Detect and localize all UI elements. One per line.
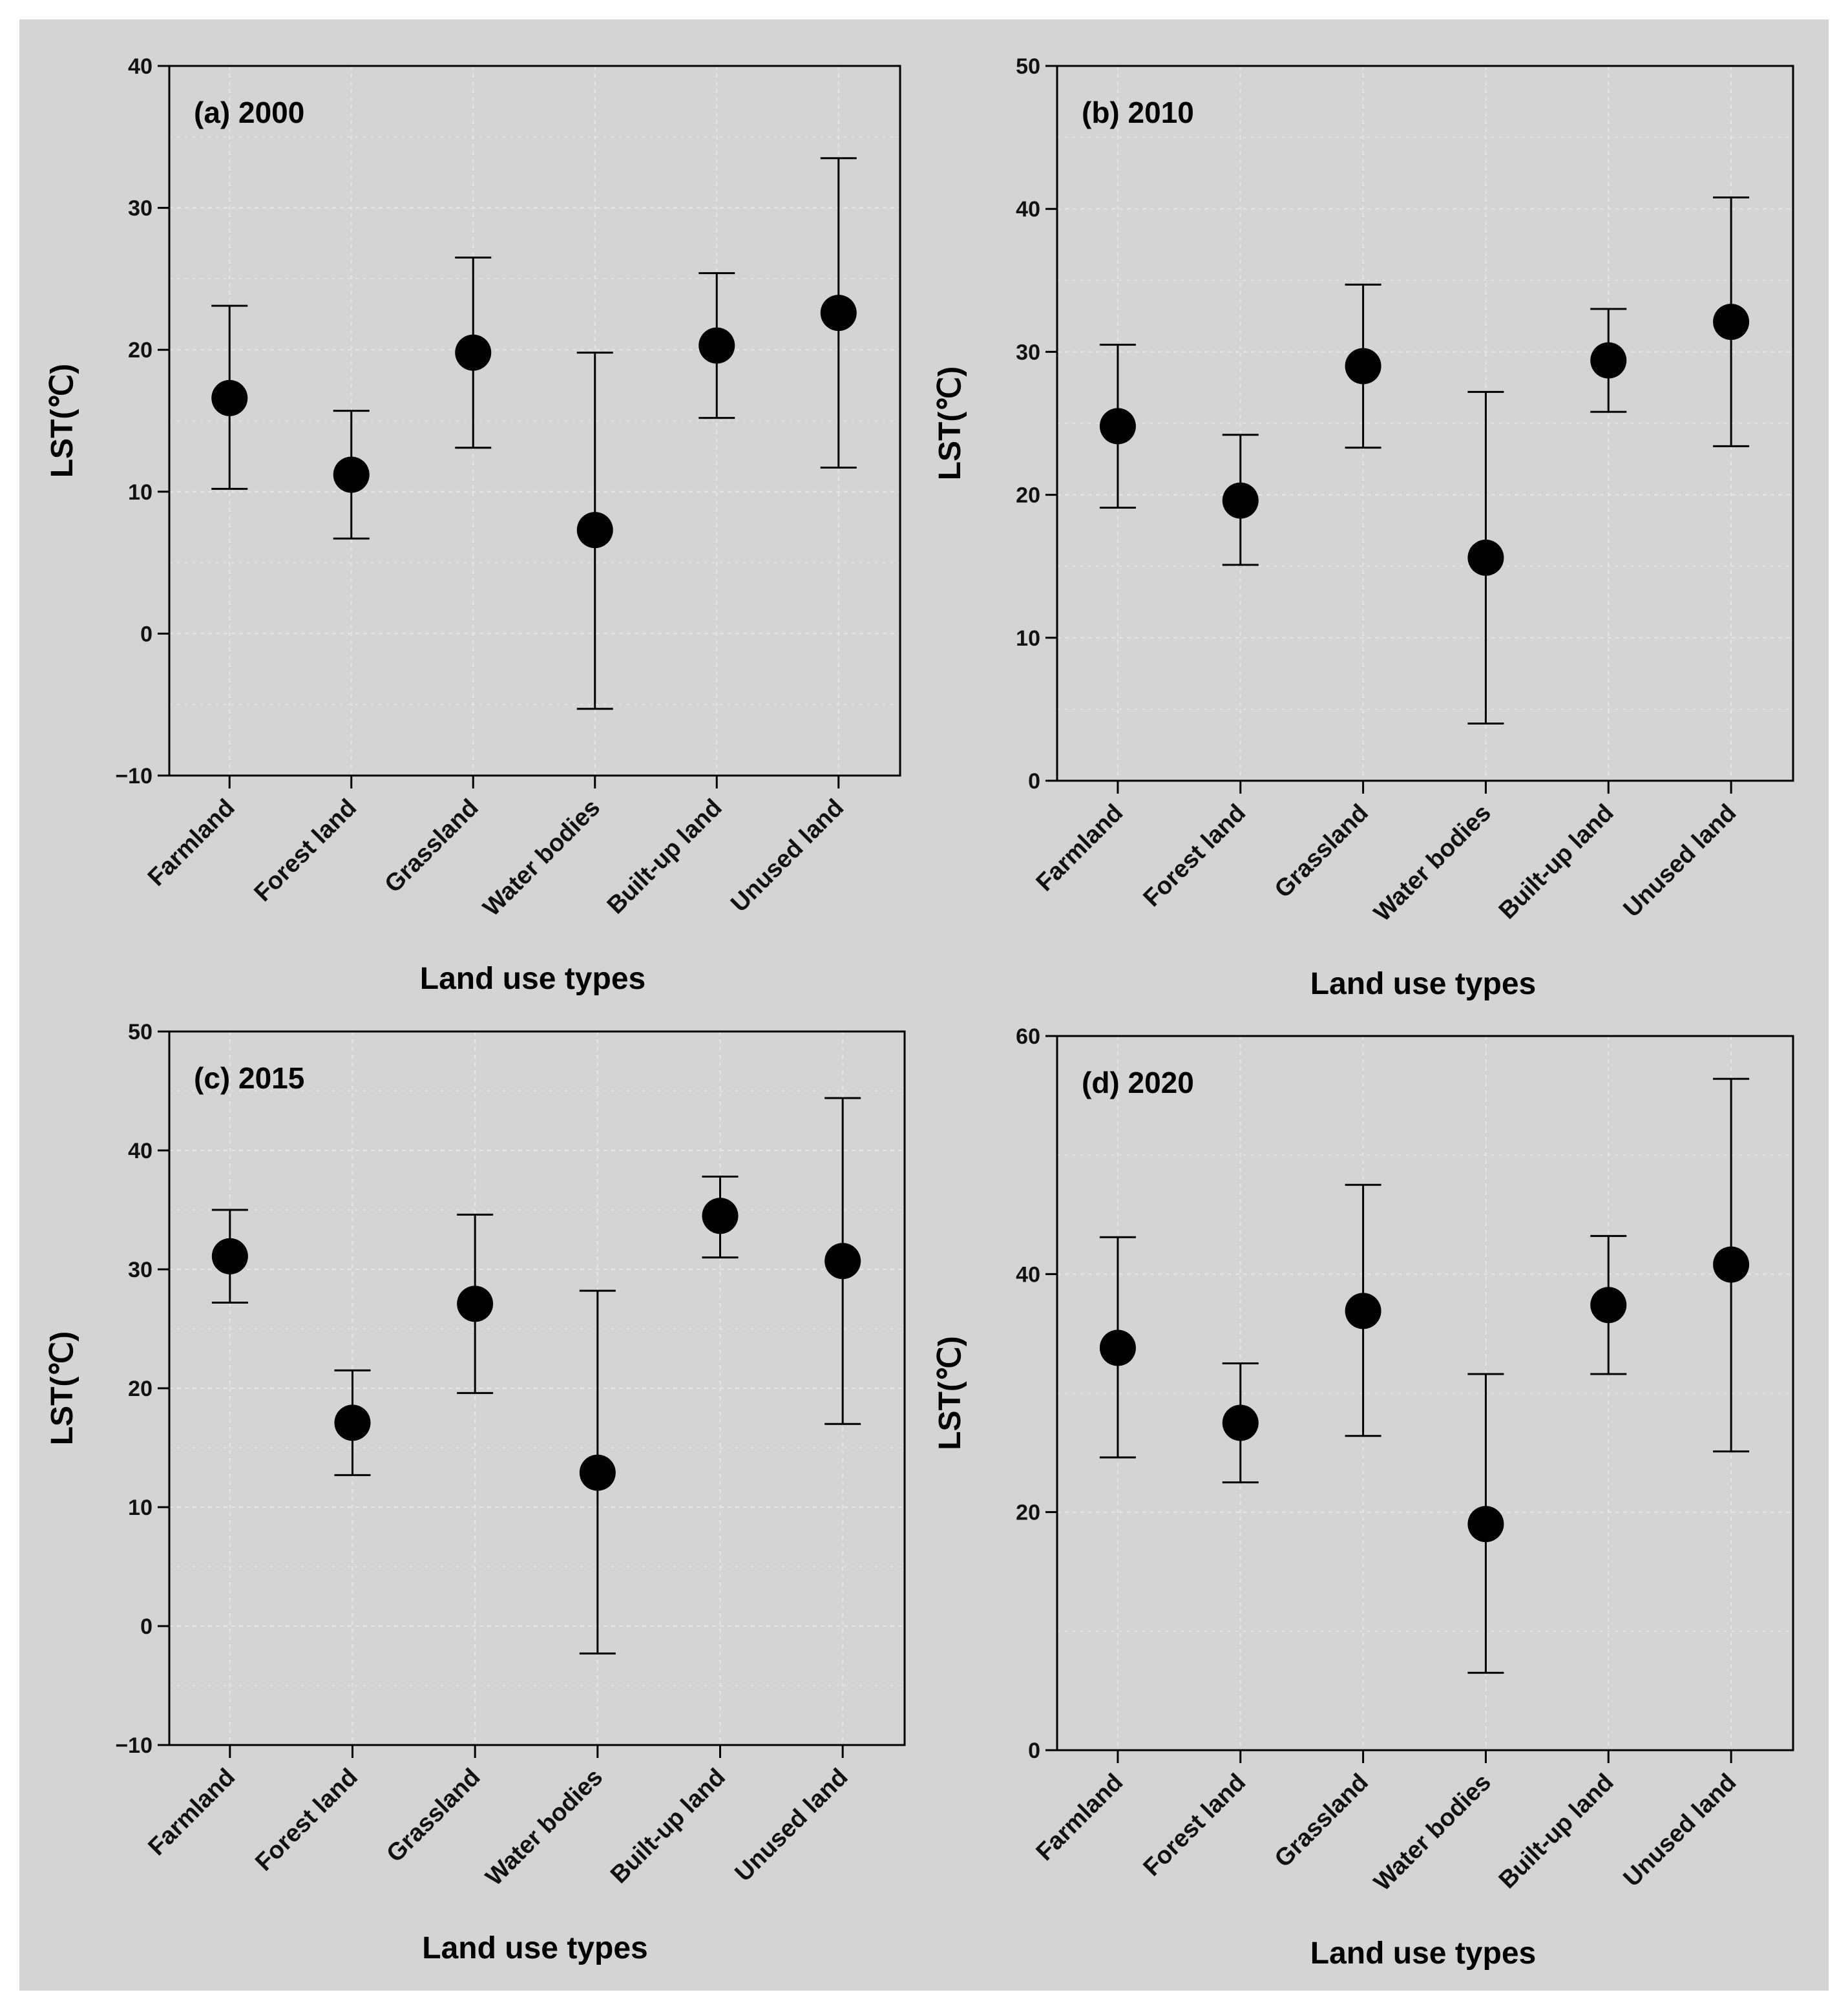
chart-b-point-2 bbox=[1345, 348, 1381, 385]
chart-b-ylabel: LST(℃) bbox=[933, 366, 967, 481]
chart-a-point-2 bbox=[455, 334, 492, 371]
chart-a-point-4 bbox=[698, 327, 735, 364]
chart-c-xlabel: Land use types bbox=[422, 1931, 647, 1965]
chart-b-ytick-label-0: 0 bbox=[1028, 769, 1040, 794]
chart-a-ytick-label-1: 0 bbox=[140, 622, 152, 646]
chart-c-ytick-label-3: 20 bbox=[128, 1377, 152, 1401]
chart-c-point-3 bbox=[579, 1454, 616, 1491]
chart-c-point-0 bbox=[211, 1238, 248, 1275]
chart-d-ylabel: LST(℃) bbox=[933, 1336, 967, 1450]
chart-d-title: (d) 2020 bbox=[1082, 1066, 1194, 1099]
chart-b-point-3 bbox=[1467, 539, 1504, 576]
chart-a-ytick-label-5: 40 bbox=[128, 54, 152, 79]
chart-c-ytick-label-5: 40 bbox=[128, 1139, 152, 1163]
chart-a-ytick-label-0: −10 bbox=[115, 764, 152, 788]
chart-b-ytick-label-2: 20 bbox=[1016, 483, 1040, 508]
chart-c-ytick-label-0: −10 bbox=[115, 1733, 152, 1758]
chart-d-point-0 bbox=[1099, 1329, 1136, 1366]
chart-c-point-4 bbox=[702, 1198, 739, 1234]
chart-a-ylabel: LST(℃) bbox=[45, 364, 79, 478]
chart-a-xlabel: Land use types bbox=[420, 962, 646, 996]
chart-d-xlabel: Land use types bbox=[1310, 1936, 1536, 1971]
chart-b-ytick-label-3: 30 bbox=[1016, 340, 1040, 365]
chart-b-ytick-label-1: 10 bbox=[1016, 626, 1040, 651]
chart-b-point-1 bbox=[1222, 482, 1259, 519]
chart-b-point-0 bbox=[1099, 408, 1136, 445]
chart-a-point-3 bbox=[576, 512, 613, 549]
chart-d-ytick-label-1: 20 bbox=[1016, 1501, 1040, 1525]
chart-c-title: (c) 2015 bbox=[194, 1061, 304, 1095]
chart-a-ytick-label-2: 10 bbox=[128, 480, 152, 505]
chart-b-xlabel: Land use types bbox=[1310, 967, 1536, 1001]
chart-b-ytick-label-5: 50 bbox=[1016, 54, 1040, 79]
chart-a-ytick-label-3: 20 bbox=[128, 338, 152, 363]
chart-b-title: (b) 2010 bbox=[1082, 96, 1194, 129]
chart-d-point-3 bbox=[1467, 1506, 1504, 1543]
chart-c-ytick-label-4: 30 bbox=[128, 1258, 152, 1282]
chart-d-point-4 bbox=[1590, 1287, 1627, 1324]
chart-b-point-4 bbox=[1590, 342, 1627, 379]
chart-b-frame bbox=[1056, 65, 1794, 782]
chart-a-frame bbox=[168, 65, 901, 777]
chart-d-ytick-label-2: 40 bbox=[1016, 1262, 1040, 1287]
chart-a-point-0 bbox=[211, 379, 248, 416]
chart-d-point-1 bbox=[1222, 1404, 1259, 1441]
chart-c-ytick-label-6: 50 bbox=[128, 1020, 152, 1044]
chart-a-point-5 bbox=[820, 295, 857, 332]
chart-c-point-5 bbox=[824, 1243, 861, 1280]
chart-d-frame bbox=[1056, 1035, 1794, 1751]
chart-d-point-2 bbox=[1345, 1293, 1381, 1329]
chart-d-point-5 bbox=[1713, 1246, 1750, 1283]
chart-b-point-5 bbox=[1713, 303, 1750, 340]
chart-a-ytick-label-4: 30 bbox=[128, 196, 152, 221]
chart-c-point-2 bbox=[457, 1285, 494, 1322]
chart-a-point-1 bbox=[333, 456, 370, 493]
chart-a-title: (a) 2000 bbox=[194, 96, 304, 129]
chart-b-ytick-label-4: 40 bbox=[1016, 197, 1040, 222]
chart-c-ytick-label-1: 0 bbox=[140, 1614, 152, 1639]
chart-c-ylabel: LST(℃) bbox=[45, 1331, 79, 1446]
chart-d-ytick-label-3: 60 bbox=[1016, 1024, 1040, 1049]
chart-c-point-1 bbox=[334, 1404, 371, 1441]
chart-d-ytick-label-0: 0 bbox=[1028, 1739, 1040, 1763]
chart-c-ytick-label-2: 10 bbox=[128, 1496, 152, 1520]
